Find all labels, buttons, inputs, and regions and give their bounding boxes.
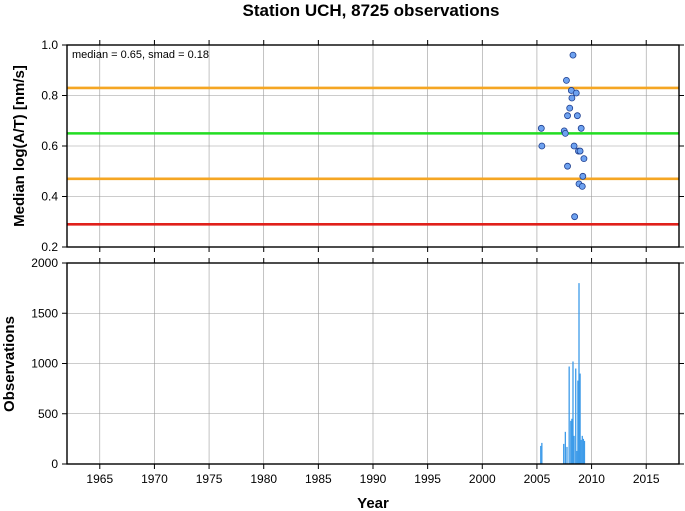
bottom-x-tick-label: 2005: [524, 472, 551, 486]
bottom-x-tick-label: 1970: [141, 472, 168, 486]
data-point: [538, 142, 546, 150]
bottom-y-tick-label: 1000: [31, 357, 58, 371]
data-point: [571, 213, 579, 221]
top-y-axis-label: Median log(A/T) [nm/s]: [11, 65, 28, 227]
data-point: [578, 182, 586, 190]
data-point: [570, 142, 578, 150]
data-point: [563, 76, 570, 84]
median-panel: 0.2 0.4 0.6 0.8 1.0: [41, 38, 684, 254]
data-point: [561, 129, 569, 137]
bottom-x-tick-label: 1965: [86, 472, 113, 486]
stats-annotation: median = 0.65, smad = 0.18: [72, 49, 209, 61]
bottom-x-tick-label: 1995: [414, 472, 441, 486]
top-y-tick-label: 0.8: [41, 89, 58, 103]
bottom-x-tick-label: 1975: [196, 472, 223, 486]
data-point: [566, 104, 574, 112]
data-point: [564, 112, 571, 120]
x-axis-label: Year: [357, 495, 389, 511]
top-y-tick-label: 0.4: [41, 190, 58, 204]
data-point: [568, 94, 576, 102]
data-point: [573, 112, 581, 120]
bottom-y-tick-label: 1500: [31, 306, 58, 320]
top-y-tick-label: 0.6: [41, 139, 58, 153]
bottom-x-tick-label: 2000: [469, 472, 496, 486]
data-point: [572, 89, 580, 97]
bottom-x-tick-label: 2015: [633, 472, 660, 486]
data-point: [564, 162, 571, 170]
bottom-x-tick-label: 1980: [250, 472, 277, 486]
chart-title: Station UCH, 8725 observations: [243, 1, 500, 20]
data-point: [537, 124, 545, 132]
data-point: [569, 51, 577, 59]
bottom-y-axis-label: Observations: [1, 316, 18, 412]
bottom-plot-frame: [66, 262, 680, 465]
top-plot-frame: [66, 44, 680, 248]
data-point: [577, 124, 585, 132]
top-y-tick-label: 1.0: [41, 38, 58, 52]
data-point: [580, 155, 588, 163]
data-point: [579, 172, 587, 180]
top-y-tick-label: 0.2: [41, 240, 58, 254]
bottom-x-tick-label: 1990: [360, 472, 387, 486]
bottom-y-tick-label: 0: [51, 457, 58, 471]
bottom-y-tick-label: 2000: [31, 256, 58, 270]
bottom-x-tick-label: 2010: [578, 472, 605, 486]
observations-panel: 1965 1970 1975 1980 1985 1990 1995 2000 2005 2010…: [31, 256, 684, 486]
data-point: [576, 147, 584, 155]
bottom-y-tick-label: 500: [38, 407, 58, 421]
bottom-x-tick-label: 1985: [305, 472, 332, 486]
